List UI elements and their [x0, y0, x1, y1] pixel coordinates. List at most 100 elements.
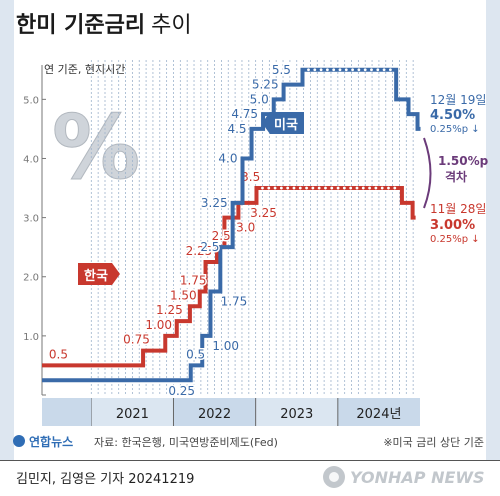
kr-value-label: 1.75 — [180, 274, 207, 288]
us-value-label: 4.0 — [218, 151, 237, 165]
x-band-1 — [173, 398, 256, 426]
kr-dot — [311, 186, 315, 190]
x-band-3 — [337, 398, 420, 426]
us-value-label: 5.5 — [272, 63, 291, 77]
x-tick-label: 2022 — [198, 407, 231, 422]
us-tag-label: 미국 — [274, 117, 298, 133]
x-tick-label: 2021 — [116, 407, 149, 422]
kr-rate: 3.00% — [430, 218, 475, 233]
us-dot — [363, 68, 367, 72]
kr-value-label: 2.5 — [212, 229, 231, 243]
rate-chart: 한미 기준금리 추이 연 기준, 현지시간 % 1.0 2.0 3.0 4.0 5.0 2… — [0, 0, 500, 460]
kr-value-label: 0.75 — [123, 333, 150, 347]
watermark-text: YONHAP NEWS — [350, 468, 485, 487]
us-dot — [325, 68, 329, 72]
kr-dot — [387, 186, 390, 190]
kr-value-label: 3.5 — [241, 170, 260, 184]
y-tick-label: 2.0 — [23, 273, 39, 284]
kr-value-label: 1.00 — [145, 318, 172, 332]
kr-value-label: 3.0 — [236, 221, 255, 235]
kr-dot — [305, 186, 308, 190]
percent-glyph: % — [52, 96, 140, 199]
y-tick-label: 4.0 — [23, 154, 39, 165]
y-tick-label: 3.0 — [23, 214, 39, 225]
kr-dot — [349, 186, 353, 190]
us-value-label: 3.25 — [201, 196, 228, 210]
us-value-label: 5.0 — [250, 92, 269, 106]
source-text: 자료: 한국은행, 미국연방준비제도(Fed) — [94, 436, 278, 449]
kr-value-label: 2.25 — [186, 244, 213, 258]
us-dot — [357, 68, 361, 72]
kr-dot — [298, 186, 302, 190]
kr-dot — [273, 186, 277, 190]
kr-dot — [317, 186, 321, 190]
logo-text: 연합뉴스 — [29, 434, 73, 449]
kr-dot — [361, 186, 365, 190]
kr-dot — [374, 186, 378, 190]
us-dot — [319, 68, 323, 72]
us-dot — [388, 68, 392, 72]
us-tag-box — [262, 112, 304, 134]
kr-tag-box — [78, 263, 120, 285]
us-date: 12월 19일 — [430, 93, 486, 107]
y-tick-label: 1.0 — [23, 332, 39, 343]
kr-dot — [261, 186, 264, 190]
watermark: YONHAP NEWS — [320, 461, 490, 493]
x-tick-label: 2023 — [280, 407, 313, 422]
us-value-label: 1.75 — [221, 295, 248, 309]
kr-date: 11월 28일 — [430, 202, 486, 216]
unit-note: 연 기준, 현지시간 — [44, 63, 125, 76]
x-band-0 — [91, 398, 174, 426]
kr-line — [42, 186, 416, 368]
note-text: ※미국 금리 상단 기준 — [383, 436, 484, 449]
y-tick-label: 5.0 — [23, 95, 39, 106]
kr-value-label: 1.50 — [170, 288, 197, 302]
us-value-label: 1.00 — [212, 339, 239, 353]
us-dot — [313, 68, 317, 72]
right-band — [486, 0, 500, 460]
kr-dot — [267, 186, 271, 190]
us-value-label: 5.25 — [252, 78, 279, 92]
yonhap-logo-icon — [13, 435, 25, 447]
us-dot — [307, 68, 310, 72]
kr-dot — [330, 186, 334, 190]
gap-label: 격차 — [445, 169, 467, 184]
kr-dot — [342, 186, 346, 190]
kr-dot — [355, 186, 359, 190]
kr-value-label: 1.25 — [156, 303, 183, 317]
left-band — [0, 0, 14, 460]
kr-dot — [368, 186, 371, 190]
kr-tag-label: 한국 — [84, 268, 108, 284]
kr-dot — [380, 186, 384, 190]
us-value-label: 0.25 — [168, 384, 195, 398]
us-dot — [344, 68, 348, 72]
us-value-label: 4.5 — [227, 122, 246, 136]
kr-dot — [286, 186, 290, 190]
gap-value: 1.50%p — [438, 154, 489, 168]
us-value-label: 2.5 — [200, 240, 219, 254]
us-value-label: 4.75 — [231, 107, 258, 121]
kr-dot — [292, 186, 296, 190]
x-band-2 — [255, 398, 338, 426]
us-line — [42, 67, 421, 383]
x-tick-label: 2024년 — [356, 407, 401, 422]
x-band-pre — [42, 398, 92, 426]
kr-value-label: 3.25 — [250, 206, 277, 220]
kr-dot — [324, 186, 327, 190]
kr-dot — [336, 186, 340, 190]
us-dot — [332, 68, 336, 72]
footer-rule — [0, 460, 500, 461]
us-dot — [370, 68, 373, 72]
credit: 김민지, 김영은 기자 20241219 — [16, 472, 195, 487]
kr-dot — [393, 186, 397, 190]
us-dot — [338, 68, 342, 72]
kr-change: 0.25%p ↓ — [430, 234, 480, 245]
us-dot — [376, 68, 380, 72]
us-change: 0.25%p ↓ — [430, 124, 480, 135]
us-dot — [382, 68, 386, 72]
title-main: 한미 기준금리 — [16, 13, 145, 38]
us-rate: 4.50% — [430, 108, 475, 123]
us-value-label: 0.5 — [186, 347, 205, 361]
kr-value-label: 0.5 — [49, 347, 68, 361]
